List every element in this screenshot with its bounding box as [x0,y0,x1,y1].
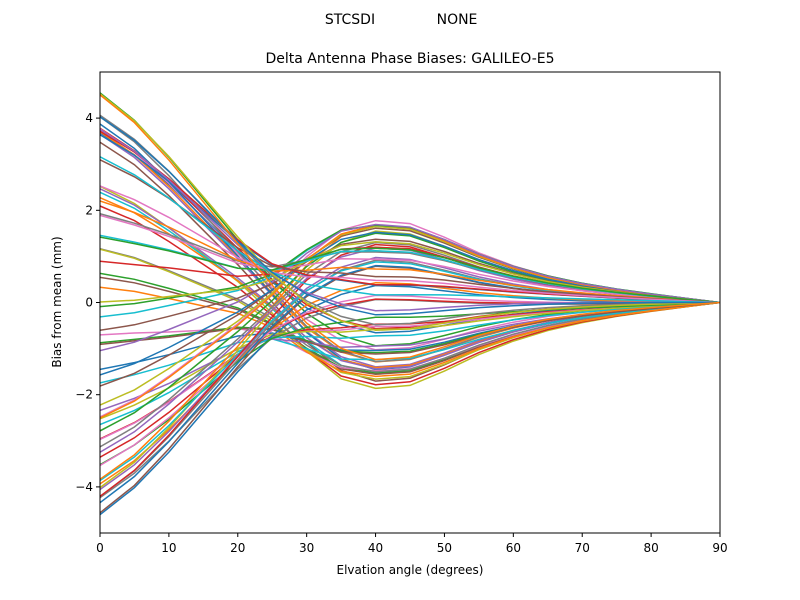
y-axis-ticks: −4 −2 0 2 4 [75,111,100,494]
x-tick-label: 40 [368,541,383,555]
x-axis-ticks: 0 10 20 30 40 50 60 70 80 90 [96,533,728,555]
y-tick-label: −4 [75,480,93,494]
series-line-45 [100,247,720,453]
suptitle-right: NONE [437,12,478,28]
x-axis-label: Elvation angle (degrees) [337,563,484,577]
series-line-18 [100,247,720,373]
y-tick-label: 0 [85,296,93,310]
series-line-22 [100,286,720,378]
x-tick-label: 70 [575,541,590,555]
series-line-20 [100,301,720,384]
x-tick-label: 50 [437,541,452,555]
x-tick-label: 0 [96,541,104,555]
x-tick-label: 60 [506,541,521,555]
series-line-71 [100,116,720,316]
series-line-67 [100,185,720,304]
series-line-26 [100,301,720,355]
x-tick-label: 80 [643,541,658,555]
series-line-63 [100,236,720,304]
x-tick-label: 90 [712,541,727,555]
series-line-31 [100,284,720,516]
x-tick-label: 20 [230,541,245,555]
series-line-70 [100,156,720,304]
chart-title: Delta Antenna Phase Biases: GALILEO-E5 [265,51,554,67]
series-group [100,92,720,516]
series-line-55 [100,223,720,352]
series-line-72 [100,94,720,361]
series-line-66 [100,159,720,304]
series-line-51 [100,231,720,376]
y-tick-label: 2 [85,203,93,217]
series-line-37 [100,294,720,467]
series-line-62 [100,200,720,304]
series-line-69 [100,93,720,332]
y-tick-label: −2 [75,388,93,402]
suptitle-left: STCSDI [325,12,375,28]
y-tick-label: 4 [85,111,93,125]
y-axis-label: Bias from mean (mm) [50,236,64,367]
x-tick-label: 30 [299,541,314,555]
x-tick-label: 10 [161,541,176,555]
series-line-57 [100,214,720,304]
